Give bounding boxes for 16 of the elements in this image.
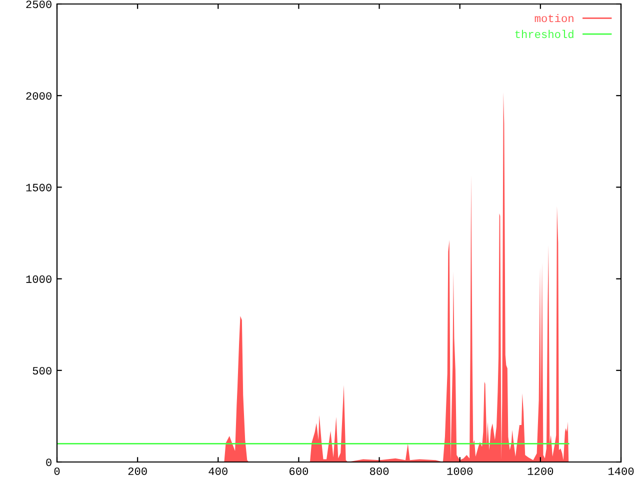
x-tick-label: 1200 (528, 467, 554, 476)
y-tick-label: 2500 (26, 0, 52, 8)
x-tick-label: 1400 (608, 467, 634, 476)
y-tick-label: 0 (46, 458, 52, 466)
x-tick-label: 1000 (447, 467, 473, 476)
x-tick-label: 0 (54, 467, 60, 476)
y-tick-label: 1500 (26, 184, 52, 192)
x-tick-label: 600 (290, 467, 308, 476)
x-tick-label: 800 (370, 467, 389, 476)
y-tick-label: 1000 (26, 275, 52, 283)
y-tick-label: 2000 (26, 92, 52, 100)
legend-label: motion (534, 14, 574, 22)
legend-label: threshold (515, 30, 574, 38)
y-tick-label: 500 (32, 366, 52, 375)
x-tick-label: 400 (208, 467, 228, 476)
x-tick-label: 200 (128, 467, 147, 476)
